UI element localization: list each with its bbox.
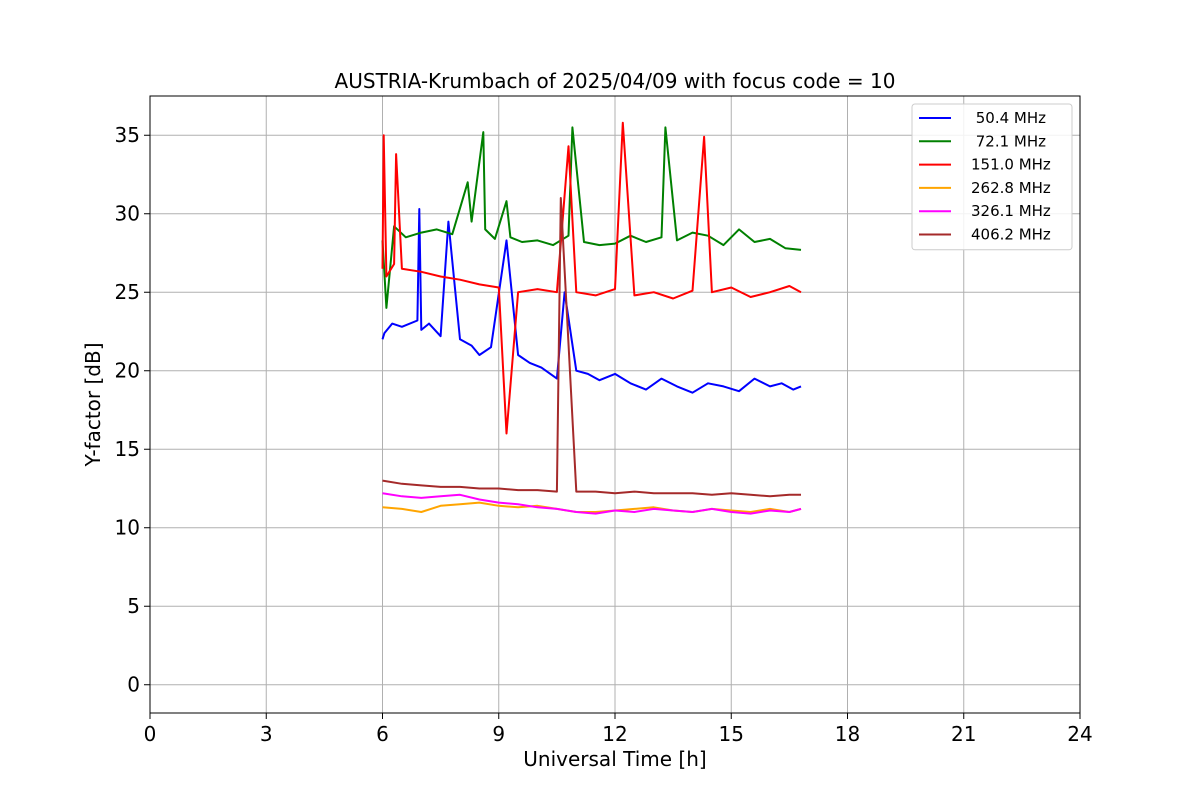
x-tick-label: 15 [719, 722, 744, 746]
y-tick-label: 10 [115, 516, 140, 540]
legend: 50.4 MHz 72.1 MHz 151.0 MHz 262.8 MHz 326.1… [911, 103, 1073, 251]
chart-title: AUSTRIA-Krumbach of 2025/04/09 with focu… [335, 69, 896, 93]
y-tick-label: 15 [115, 437, 140, 461]
y-tick-label: 35 [115, 123, 140, 147]
series-line-72-1-mhz [381, 126, 802, 309]
series-line-151-0-mhz [381, 121, 802, 435]
x-tick-label: 6 [376, 722, 389, 746]
legend-label: 262.8 MHz [971, 179, 1051, 197]
y-tick-label: 5 [127, 594, 140, 618]
legend-box [911, 103, 1073, 251]
y-tick-label: 0 [127, 673, 140, 697]
x-tick-label: 9 [492, 722, 505, 746]
series-layer [381, 121, 802, 515]
tick-layer: 0 3 6 9 12 15 18 21 24 0 5 10 15 20 25 30 35 [115, 123, 1093, 746]
legend-label: 151.0 MHz [971, 156, 1051, 174]
y-tick-label: 20 [115, 359, 140, 383]
x-tick-label: 18 [835, 722, 860, 746]
x-axis-title: Universal Time [h] [523, 747, 706, 771]
series-line-406-2-mhz [382, 197, 801, 498]
series-line-50-4-mhz [381, 208, 802, 394]
x-tick-label: 0 [144, 722, 157, 746]
x-tick-label: 24 [1067, 722, 1092, 746]
legend-label: 326.1 MHz [971, 202, 1051, 220]
legend-label: 72.1 MHz [971, 132, 1046, 150]
legend-label: 50.4 MHz [971, 109, 1046, 127]
x-tick-label: 3 [260, 722, 273, 746]
series-line-326-1-mhz [382, 492, 802, 515]
y-tick-label: 30 [115, 202, 140, 226]
series-line-262-8-mhz [382, 501, 802, 513]
legend-label: 406.2 MHz [971, 226, 1051, 244]
y-axis-title: Y-factor [dB] [81, 342, 105, 467]
x-tick-label: 21 [951, 722, 976, 746]
y-tick-label: 25 [115, 280, 140, 304]
x-tick-label: 12 [602, 722, 627, 746]
